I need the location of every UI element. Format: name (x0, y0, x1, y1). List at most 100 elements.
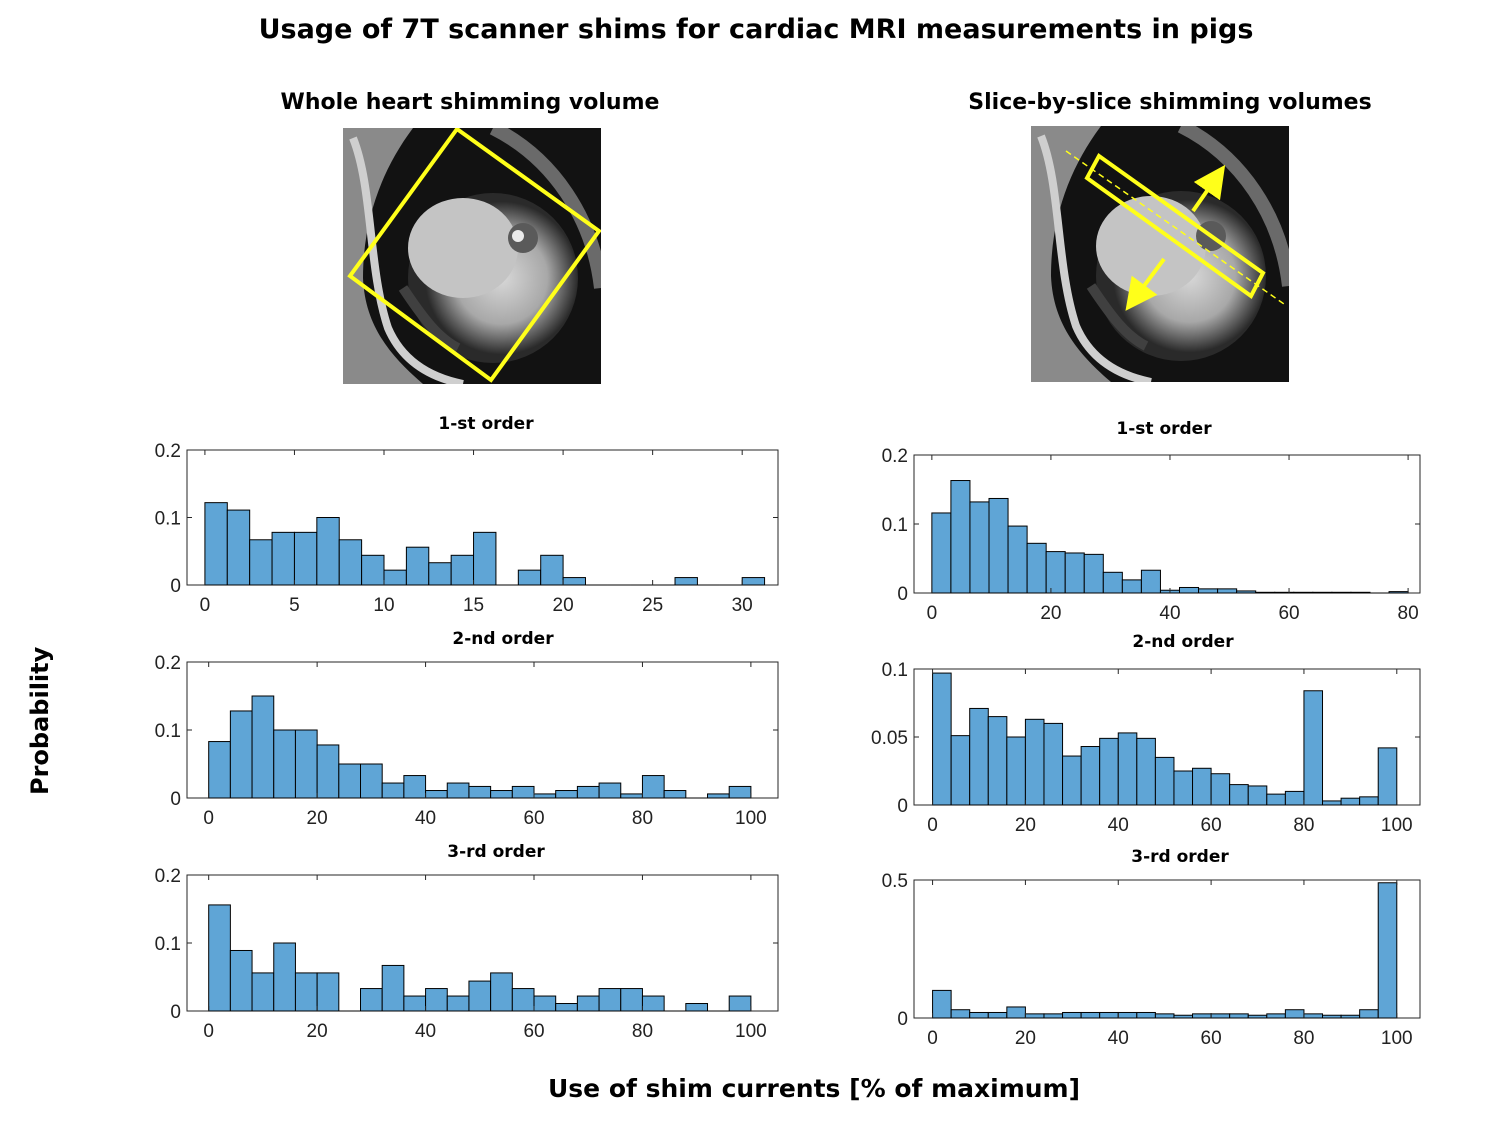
left-2nd-bar (208, 741, 231, 799)
left-3rd-bar (641, 995, 665, 1012)
left-1st-bar (293, 531, 318, 586)
right-2nd-ytick-label: 0 (897, 796, 908, 817)
right-3rd-axes-box (913, 879, 1421, 1019)
left-1st-bar (249, 539, 273, 586)
left-2nd-bar (294, 729, 318, 799)
right-3rd-title: 3-rd order (1131, 847, 1229, 867)
right-1st-ytick-label: 0.2 (882, 446, 908, 467)
left-1st-bar (741, 577, 766, 586)
right-2nd-bar (1229, 784, 1249, 806)
figure-title: Usage of 7T scanner shims for cardiac MR… (258, 14, 1254, 45)
right-3rd-bar (1136, 1011, 1156, 1019)
right-2nd-bar (1247, 785, 1268, 806)
left-2nd-bar (490, 790, 513, 799)
left-3rd-xtick-label: 60 (523, 1021, 544, 1042)
left-3rd-bar (425, 988, 448, 1012)
right-3rd-bar (1303, 1013, 1324, 1019)
right-3rd-bar (1359, 1009, 1379, 1019)
left-2nd-xtick-label: 60 (523, 808, 544, 829)
right-1st-bar (969, 501, 990, 594)
left-2nd-bar (425, 790, 448, 799)
right-2nd-bar (1377, 747, 1398, 806)
right-1st-bar (1293, 591, 1314, 594)
left-3rd-bar (728, 995, 752, 1012)
left-1st-bar (338, 539, 363, 586)
mri-image-slice-by-slice (1031, 126, 1289, 382)
left-1st-bar (540, 554, 564, 586)
left-2nd-bar (620, 793, 643, 799)
right-3rd-bar (1192, 1013, 1212, 1019)
right-2nd-bar (1284, 790, 1305, 806)
right-3rd-bar (987, 1011, 1008, 1019)
whole-heart-roi (347, 128, 601, 383)
left-3rd-title: 3-rd order (447, 842, 545, 862)
right-1st-xtick-label: 20 (1040, 603, 1061, 624)
right-1st-bar (1217, 588, 1238, 594)
right-1st-bar (1331, 591, 1352, 594)
right-2nd-xtick-label: 60 (1201, 815, 1222, 836)
right-2nd-bar (950, 735, 971, 806)
right-3rd-bar (1043, 1013, 1064, 1019)
right-1st-bar (1121, 579, 1142, 594)
right-3rd-bar (1377, 882, 1398, 1019)
right-1st-bar (1198, 588, 1219, 594)
right-1st-bar (1064, 552, 1085, 594)
left-3rd-bar (576, 995, 600, 1012)
left-2nd-ytick-label: 0 (170, 789, 181, 810)
left-1st-title: 1-st order (438, 414, 534, 434)
left-3rd-xtick-label: 100 (735, 1021, 767, 1042)
left-2nd-bar (446, 782, 470, 799)
left-3rd-histogram: 0 20 40 60 80 100 0 0.1 0.2 (155, 866, 779, 1042)
left-2nd-bar (641, 775, 665, 799)
right-2nd-bar (969, 707, 989, 806)
right-3rd-xtick-label: 40 (1108, 1028, 1129, 1049)
left-1st-xtick-label: 30 (732, 595, 753, 616)
left-3rd-bar (620, 988, 643, 1012)
left-1st-bar (562, 577, 586, 586)
left-1st-bar (226, 509, 251, 586)
right-1st-bar (1255, 591, 1276, 594)
left-2nd-bar (598, 782, 622, 799)
right-1st-bar (1026, 542, 1047, 594)
left-1st-xtick-label: 10 (373, 595, 394, 616)
right-3rd-xtick-label: 20 (1015, 1028, 1036, 1049)
left-1st-bar (405, 546, 430, 586)
left-2nd-bar (360, 763, 383, 799)
right-3rd-ytick-label: 0 (897, 1009, 908, 1030)
right-2nd-bar (1080, 746, 1101, 806)
right-3rd-bar (1247, 1014, 1268, 1019)
slice-center-line (1065, 150, 1285, 305)
left-3rd-bar (229, 949, 253, 1012)
left-2nd-histogram: 0 20 40 60 80 100 0 0.1 0.2 (155, 653, 779, 829)
left-3rd-bar (403, 995, 427, 1012)
left-2nd-bar (576, 785, 600, 799)
left-1st-bar (428, 562, 452, 586)
right-3rd-bar (1117, 1011, 1138, 1019)
left-2nd-title: 2-nd order (452, 629, 554, 649)
slice-roi (1084, 153, 1266, 299)
right-3rd-xtick-label: 80 (1293, 1028, 1314, 1049)
right-2nd-bar (1062, 755, 1082, 806)
right-3rd-histogram: 0 20 40 60 80 100 0 0.5 (882, 871, 1421, 1049)
left-1st-bar (271, 531, 295, 586)
left-1st-bar (316, 517, 340, 586)
right-1st-bar (1312, 591, 1333, 594)
left-2nd-bar (381, 782, 405, 799)
right-3rd-bar (969, 1011, 989, 1019)
right-2nd-xtick-label: 20 (1015, 815, 1036, 836)
left-3rd-xtick-label: 0 (203, 1021, 214, 1042)
left-1st-xtick-label: 25 (642, 595, 663, 616)
right-1st-xtick-label: 80 (1398, 603, 1419, 624)
right-1st-bar (950, 480, 971, 594)
left-3rd-bar (685, 1003, 709, 1012)
left-1st-xtick-label: 15 (463, 595, 484, 616)
left-1st-histogram: 0 5 10 15 20 25 30 0 0.1 0.2 (155, 441, 779, 616)
left-2nd-bar (533, 793, 557, 799)
left-2nd-xtick-label: 80 (632, 808, 653, 829)
right-1st-bar (1083, 553, 1104, 594)
left-2nd-bar (707, 793, 730, 799)
left-1st-xtick-label: 0 (200, 595, 211, 616)
left-1st-bar (383, 569, 407, 586)
right-heading: Slice-by-slice shimming volumes (968, 90, 1372, 115)
right-3rd-xtick-label: 0 (927, 1028, 938, 1049)
